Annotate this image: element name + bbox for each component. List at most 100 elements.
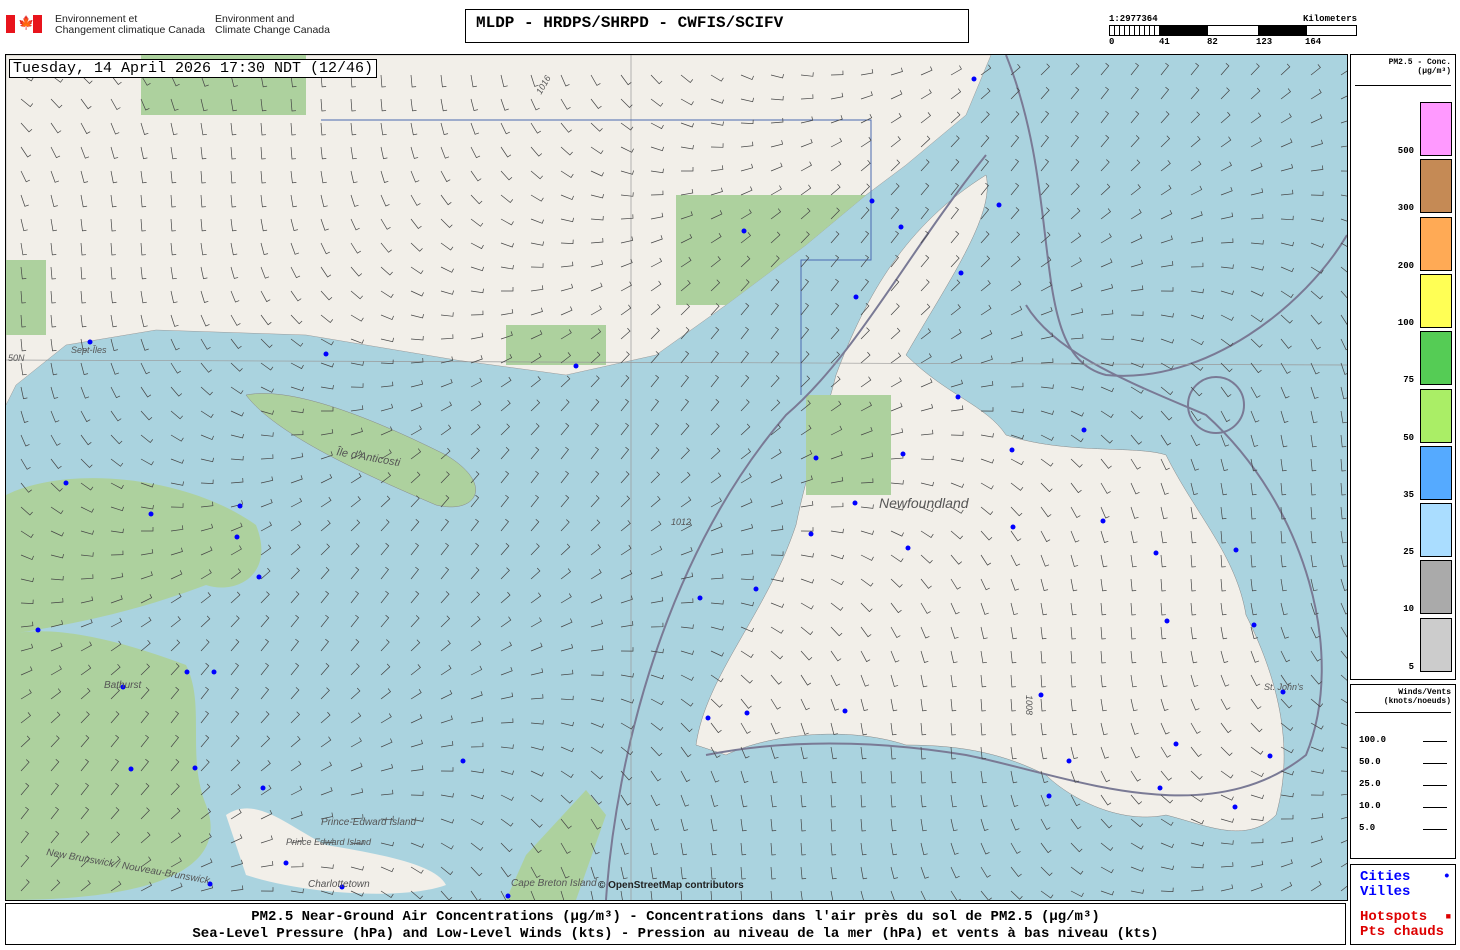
city-dot (207, 881, 213, 887)
caption-line-2: Sea-Level Pressure (hPa) and Low-Level W… (192, 926, 1159, 942)
wind-speed-row: 50.0 (1359, 757, 1447, 767)
city-dot (63, 480, 69, 486)
wind-barb-icon (1423, 785, 1447, 786)
city-dot (1164, 618, 1170, 624)
city-dot (184, 669, 190, 675)
city-dot (813, 455, 819, 461)
city-dot (1100, 518, 1106, 524)
city-dot (905, 545, 911, 551)
city-dot (1251, 622, 1257, 628)
scale-ratio: 1:2977364 (1109, 14, 1158, 24)
scale-bar: 1:2977364 Kilometers 0 41 82 123 164 (1109, 14, 1357, 47)
city-dot (898, 224, 904, 230)
city-dot (87, 339, 93, 345)
city-dot (256, 574, 262, 580)
city-dot (460, 758, 466, 764)
label-cape-breton: Cape Breton Island (511, 878, 597, 889)
legend-swatch (1420, 560, 1452, 615)
city-dot (1233, 547, 1239, 553)
legend-swatch (1420, 445, 1452, 500)
legend-label: 35 (1403, 489, 1414, 500)
isobar-label: 1012 (671, 517, 691, 527)
land-north-shore (6, 55, 992, 406)
agency-name-en: Environment and Climate Change Canada (215, 13, 330, 36)
legend-swatch (1420, 617, 1452, 672)
city-dot (260, 785, 266, 791)
city-dot (705, 715, 711, 721)
label-latitude: 50N (8, 353, 25, 363)
legend-label: 300 (1397, 203, 1414, 214)
legend-swatch (1420, 273, 1452, 328)
land-cape-breton (506, 790, 606, 900)
city-dot (753, 586, 759, 592)
caption-line-1: PM2.5 Near-Ground Air Concentrations (µg… (251, 909, 1100, 925)
label-sept-iles: Sept-Îles (71, 345, 107, 355)
city-dot (237, 503, 243, 509)
map-caption: PM2.5 Near-Ground Air Concentrations (µg… (5, 903, 1346, 945)
wind-barb-icon (1423, 741, 1447, 742)
villes-label: Villes (1360, 884, 1411, 900)
isobar-label: 1008 (1024, 695, 1034, 715)
city-dot (808, 531, 814, 537)
city-dot (148, 511, 154, 517)
agency-name-fr: Environnement et Changement climatique Ca… (55, 13, 206, 36)
cities-legend: Cities • Villes Hotspots ■ Pts chauds (1350, 864, 1456, 945)
city-dot (1232, 804, 1238, 810)
city-dot (128, 766, 134, 772)
city-dot (955, 394, 961, 400)
scale-tick: 82 (1207, 37, 1218, 47)
wind-speed-row: 10.0 (1359, 801, 1447, 811)
land-newfoundland (695, 174, 1285, 832)
city-dot (1009, 447, 1015, 453)
city-dot (1267, 753, 1273, 759)
scale-unit: Kilometers (1302, 14, 1357, 24)
city-dot (744, 710, 750, 716)
city-dot (505, 893, 511, 899)
city-dot (852, 500, 858, 506)
city-dot (1046, 793, 1052, 799)
hotspots-label: Hotspots ■ (1360, 909, 1451, 925)
cities-label: Cities • (1360, 869, 1451, 885)
land-gaspe (6, 478, 262, 635)
city-dot (958, 270, 964, 276)
city-dot (996, 202, 1002, 208)
canada-flag-logo: 🍁 (6, 15, 42, 33)
city-dot (971, 76, 977, 82)
city-dot (853, 294, 859, 300)
pts-chauds-label: Pts chauds (1360, 924, 1445, 940)
city-dot (211, 669, 217, 675)
city-dot (1010, 524, 1016, 530)
city-dot (1157, 785, 1163, 791)
map-attribution: © OpenStreetMap contributors (598, 880, 744, 891)
scale-tick: 123 (1256, 37, 1273, 47)
label-charlottetown: Charlottetown (308, 879, 370, 890)
wind-speed-row: 100.0 (1359, 735, 1447, 745)
label-pei: Prince Edward Island (286, 837, 372, 847)
city-dot (1081, 427, 1087, 433)
city-dot (323, 351, 329, 357)
city-dot (339, 884, 345, 890)
label-newfoundland: Newfoundland (879, 495, 970, 511)
page-title: MLDP - HRDPS/SHRPD - CWFIS/SCIFV (465, 9, 969, 43)
legend-label: 100 (1397, 317, 1414, 328)
map-canvas[interactable]: Sept-Îles Île d'Anticosti Newfoundland B… (5, 54, 1348, 901)
land-pei (226, 808, 446, 894)
legend-swatch (1420, 331, 1452, 386)
city-dot (1280, 689, 1286, 695)
wind-barb-icon (1423, 763, 1447, 764)
city-dot (869, 198, 875, 204)
label-pei-fr: Prince-Edward Island (321, 817, 416, 828)
legend-swatch (1420, 102, 1452, 156)
scale-tick: 0 (1109, 37, 1115, 47)
city-dot (1066, 758, 1072, 764)
legend-label: 200 (1397, 260, 1414, 271)
wind-speed-row: 25.0 (1359, 779, 1447, 789)
legend-label: 10 (1403, 604, 1414, 615)
isobars (605, 55, 1347, 900)
legend-label: 500 (1397, 146, 1414, 156)
legend-swatch (1420, 159, 1452, 214)
city-dot (1038, 692, 1044, 698)
city-dot (35, 627, 41, 633)
city-dot (192, 765, 198, 771)
city-dot (1173, 741, 1179, 747)
